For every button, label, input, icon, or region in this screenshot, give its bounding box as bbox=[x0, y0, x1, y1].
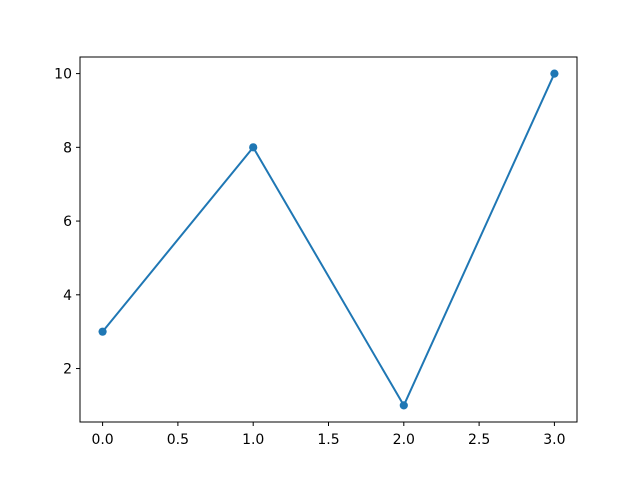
x-tick-label: 1.0 bbox=[242, 432, 264, 448]
data-point-marker bbox=[550, 69, 559, 78]
data-line bbox=[101, 72, 556, 407]
data-point-marker bbox=[98, 327, 107, 336]
y-tick-label: 4 bbox=[63, 288, 72, 304]
x-tick-label: 0.0 bbox=[91, 432, 113, 448]
data-point-marker bbox=[399, 401, 408, 410]
y-tick-label: 2 bbox=[63, 362, 72, 378]
x-tick-label: 1.5 bbox=[317, 432, 339, 448]
x-tick-label: 0.5 bbox=[167, 432, 189, 448]
y-tick-label: 8 bbox=[63, 140, 72, 156]
x-tick-label: 2.5 bbox=[468, 432, 490, 448]
x-tick-label: 2.0 bbox=[393, 432, 415, 448]
x-tick-label: 3.0 bbox=[543, 432, 565, 448]
y-tick-label: 10 bbox=[54, 67, 72, 83]
y-tick-label: 6 bbox=[63, 214, 72, 230]
plot-border bbox=[79, 56, 578, 423]
data-point-marker bbox=[249, 143, 258, 152]
